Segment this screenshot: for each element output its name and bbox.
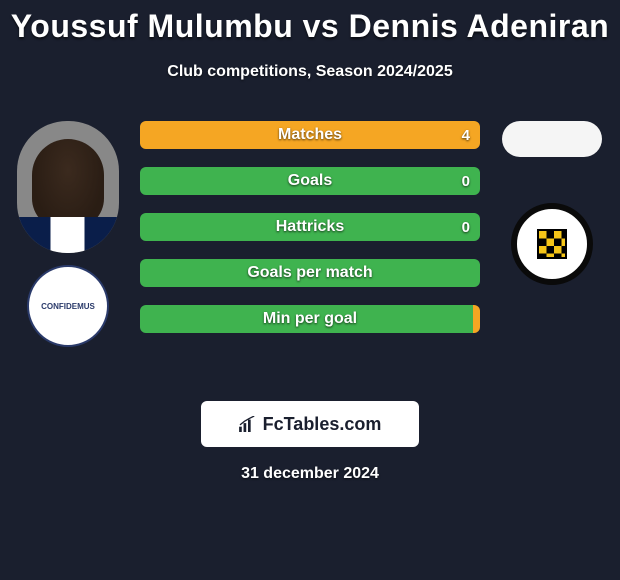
stat-bar-label: Min per goal [140,310,480,328]
stat-value-player2: 0 [462,173,470,190]
stat-bar-label: Goals [140,172,480,190]
player2-club-badge [511,203,593,285]
stat-bar-label: Matches [140,126,480,144]
stat-bar-row: Matches4 [140,121,480,149]
stat-bar-label: Goals per match [140,264,480,282]
chart-icon [239,416,257,432]
stat-bar-label: Hattricks [140,218,480,236]
date-text: 31 december 2024 [0,465,620,483]
stat-bar-row: Goals0 [140,167,480,195]
stat-bar-row: Goals per match [140,259,480,287]
player1-club-motto: CONFIDEMUS [41,279,95,333]
subtitle: Club competitions, Season 2024/2025 [0,63,620,81]
attribution-text: FcTables.com [263,414,382,435]
checker-icon [537,229,567,259]
player2-photo-placeholder [502,121,602,157]
player1-column: CONFIDEMUS [8,121,128,347]
stat-bar-row: Min per goal [140,305,480,333]
page-title: Youssuf Mulumbu vs Dennis Adeniran [0,0,620,45]
stat-value-player2: 0 [462,219,470,236]
stat-bar-row: Hattricks0 [140,213,480,241]
player2-column [492,121,612,285]
comparison-content: CONFIDEMUS Matches4Goals0Hattricks0Goals… [0,121,620,401]
player1-photo [17,121,119,253]
stat-bars: Matches4Goals0Hattricks0Goals per matchM… [140,121,480,351]
attribution-badge: FcTables.com [201,401,419,447]
stat-value-player2: 4 [462,127,470,144]
player1-club-badge: CONFIDEMUS [27,265,109,347]
